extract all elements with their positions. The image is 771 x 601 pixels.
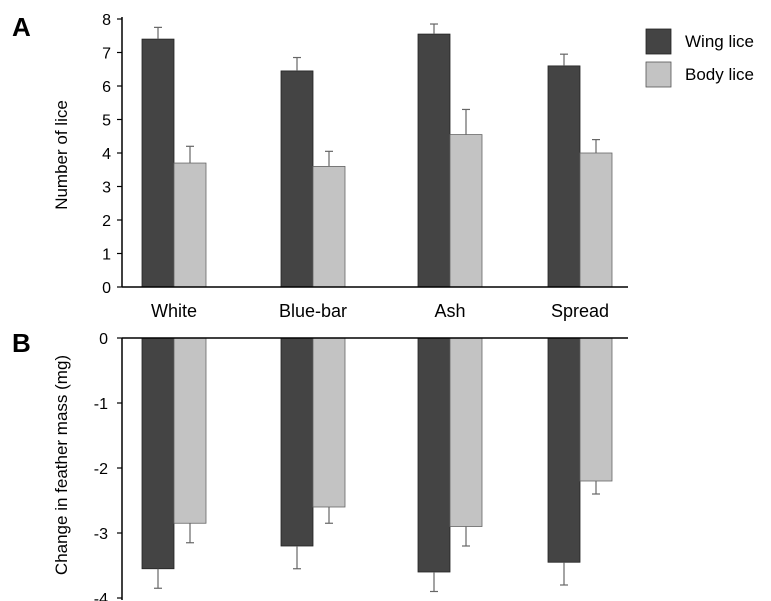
bar-b-body-0 (173, 337, 207, 524)
panel-label-b: B (12, 328, 31, 358)
y-tick-label-a-7: 7 (102, 46, 111, 63)
bar-a-wing-3 (547, 65, 581, 288)
legend-label-wing: Wing lice (685, 32, 754, 51)
bar-a-body-2 (449, 134, 483, 288)
x-tick-label-a-1: Blue-bar (279, 301, 347, 321)
bar-a-wing-1 (280, 70, 314, 288)
y-tick-label-a-1: 1 (102, 247, 111, 264)
bar-a-body-3 (579, 152, 613, 288)
x-tick-label-a-3: Spread (551, 301, 609, 321)
y-tick-label-a-8: 8 (102, 12, 111, 29)
bar-b-body-2 (449, 337, 483, 527)
y-tick-label-a-4: 4 (102, 146, 111, 163)
y-tick-label-a-3: 3 (102, 180, 111, 197)
bar-a-body-1 (312, 165, 346, 288)
y-axis-title-a: Number of lice (52, 100, 71, 210)
x-tick-label-a-2: Ash (434, 301, 465, 321)
y-tick-label-a-0: 0 (102, 280, 111, 297)
bar-b-wing-2 (417, 337, 451, 573)
bar-b-wing-0 (141, 337, 175, 570)
y-axis-title-b: Change in feather mass (mg) (52, 355, 71, 575)
bar-b-body-3 (579, 337, 613, 482)
y-tick-label-b-3: -3 (94, 526, 108, 543)
legend-swatch-wing (645, 28, 672, 55)
y-tick-label-b-2: -2 (94, 461, 108, 478)
legend: Wing lice Body lice (645, 28, 754, 88)
y-tick-label-a-2: 2 (102, 213, 111, 230)
bar-a-wing-0 (141, 38, 175, 288)
legend-swatch-body (645, 61, 672, 88)
y-tick-label-b-1: -1 (94, 396, 108, 413)
panel-label-a: A (12, 12, 31, 42)
chart-panel-b: 0 -1 -2 -3 -4 (94, 331, 628, 601)
bar-b-wing-1 (280, 337, 314, 547)
y-tick-label-b-0: 0 (99, 331, 108, 348)
legend-label-body: Body lice (685, 65, 754, 84)
y-tick-label-b-4: -4 (94, 591, 108, 601)
chart-panel-a: White Blue-bar Ash Spread 0 1 2 3 4 5 6 7 8 (102, 12, 628, 321)
x-tick-label-a-0: White (151, 301, 197, 321)
bar-b-wing-3 (547, 337, 581, 563)
bar-a-body-0 (173, 162, 207, 288)
y-tick-label-a-6: 6 (102, 79, 111, 96)
bar-b-body-1 (312, 337, 346, 508)
y-tick-label-a-5: 5 (102, 113, 111, 130)
bar-a-wing-2 (417, 33, 451, 288)
